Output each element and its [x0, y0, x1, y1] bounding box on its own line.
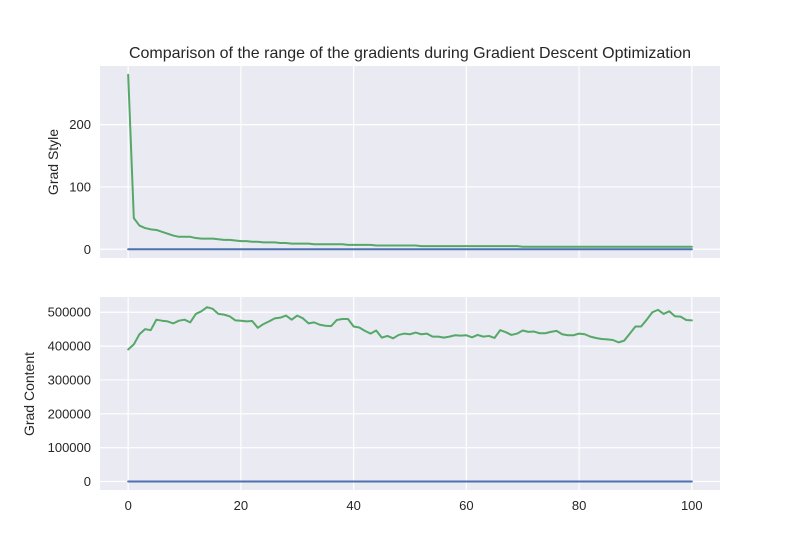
- gradient-series-line: [127, 73, 693, 248]
- x-tick-label: 80: [572, 498, 586, 513]
- chart-title: Comparison of the range of the gradients…: [129, 45, 691, 62]
- series-lines: [127, 73, 693, 251]
- y-tick-label: 100: [69, 179, 91, 194]
- plot-background: [100, 66, 720, 258]
- x-tick-label: 0: [125, 498, 132, 513]
- y-tick-label: 100000: [48, 440, 91, 455]
- y-tick-label: 400000: [48, 339, 91, 354]
- grad-content-subplot: 0 100000 200000 300000 400000 500000 0 20 40 60 80…: [21, 297, 720, 513]
- gradient-series-line: [127, 306, 693, 351]
- tick-labels: 0 100000 200000 300000 400000 500000 0 20 40 60 80…: [48, 305, 703, 513]
- y-tick-label: 200000: [48, 406, 91, 421]
- x-tick-label: 100: [681, 498, 703, 513]
- series-lines: [127, 306, 693, 483]
- plot-background: [100, 297, 720, 490]
- x-tick-label: 40: [346, 498, 360, 513]
- y-tick-label: 200: [69, 117, 91, 132]
- tick-labels: 0 100 200: [69, 117, 91, 257]
- x-tick-label: 60: [459, 498, 473, 513]
- y-tick-label: 0: [84, 242, 91, 257]
- grad-style-subplot: 0 100 200 Grad Style: [45, 66, 720, 258]
- y-tick-label: 500000: [48, 305, 91, 320]
- y-axis-label-grad-style: Grad Style: [45, 129, 61, 195]
- y-axis-label-grad-content: Grad Content: [21, 352, 37, 436]
- y-tick-label: 0: [84, 474, 91, 489]
- x-tick-label: 20: [234, 498, 248, 513]
- y-tick-label: 300000: [48, 372, 91, 387]
